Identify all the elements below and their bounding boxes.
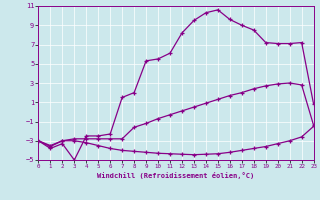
X-axis label: Windchill (Refroidissement éolien,°C): Windchill (Refroidissement éolien,°C) [97, 172, 255, 179]
